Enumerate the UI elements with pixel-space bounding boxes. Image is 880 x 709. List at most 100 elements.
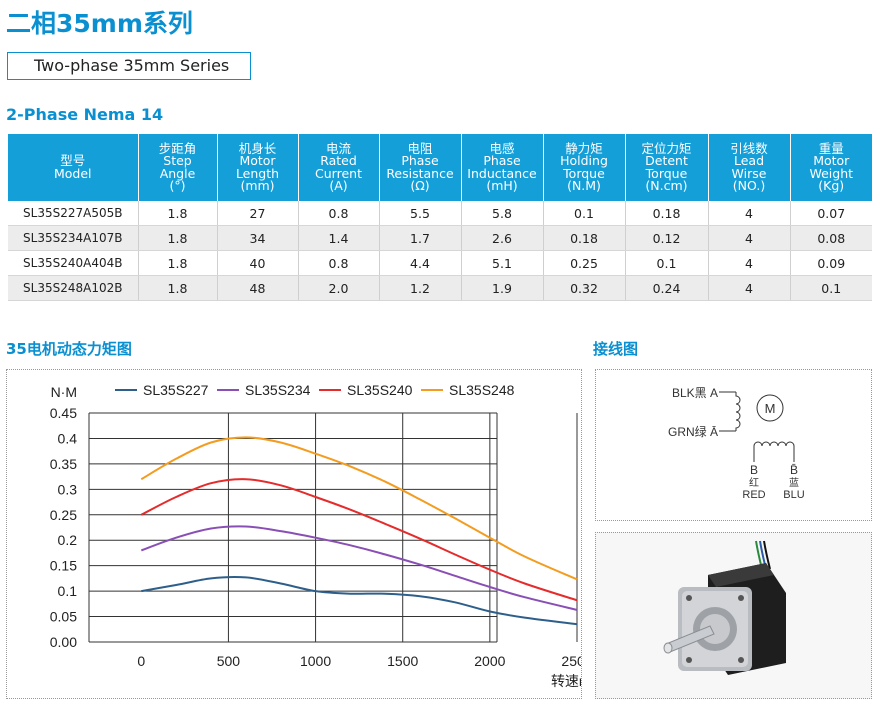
x-tick-label: 500	[217, 653, 241, 669]
table-cell: 5.8	[461, 201, 544, 226]
column-header: 静力矩 Holding Torque (N.M)	[543, 134, 626, 201]
series-subtitle-box: Two-phase 35mm Series	[7, 52, 251, 80]
column-header-cn: 重量	[818, 140, 844, 156]
coil-b-icon	[753, 441, 795, 450]
x-tick-label: 2000	[474, 653, 505, 669]
y-tick-label: 0.45	[50, 405, 77, 421]
table-cell: 4.4	[379, 250, 462, 276]
stepper-motor-photo-icon	[663, 540, 786, 675]
column-header: 电阻 Phase Resistance (Ω)	[379, 134, 462, 201]
y-tick-label: 0.2	[58, 532, 78, 548]
legend-label: SL35S248	[449, 382, 515, 398]
legend-label: SL35S227	[143, 382, 209, 398]
table-cell: 2.0	[298, 275, 380, 301]
column-header-cn: 型号	[60, 153, 86, 168]
y-tick-label: 0.3	[58, 481, 78, 497]
column-header-en: Phase	[401, 153, 439, 168]
wire-grn-label: GRN绿 Ā	[668, 424, 718, 439]
x-tick-label: 0	[137, 653, 145, 669]
table-row: SL35S227A505B 1.8 27 0.8 5.5 5.8 0.1 0.18 4 0.07	[8, 201, 872, 226]
column-header: 引线数 Lead Wirse (NO.)	[708, 134, 791, 201]
coil-a-icon	[735, 392, 741, 431]
column-header-en: Weight	[809, 165, 854, 181]
column-header-en: Wirse	[731, 165, 767, 181]
table-cell: 1.8	[138, 275, 218, 301]
y-axis-label: N·M	[51, 384, 77, 400]
series-line-SL35S227	[141, 575, 578, 626]
column-header-en: Rated	[320, 153, 357, 168]
column-header-en: Motor	[239, 153, 276, 168]
column-header-en: Motor	[813, 153, 850, 168]
column-header: 步距角 Step Angle (°)	[138, 134, 218, 201]
column-header: 电感 Phase Inductance (mH)	[461, 134, 544, 201]
column-header-en: Current	[315, 165, 362, 181]
table-cell: 0.1	[790, 275, 872, 301]
column-header-unit: (°)	[169, 178, 186, 193]
table-cell: 4	[708, 201, 791, 226]
table-cell: 0.07	[790, 201, 872, 226]
column-header-cn: 电感	[489, 140, 515, 156]
table-cell: 0.12	[625, 225, 709, 251]
column-header-cn: 定位力矩	[641, 140, 692, 156]
y-tick-label: 0.35	[50, 456, 77, 472]
column-header-en: Angle	[159, 165, 196, 181]
model-cell: SL35S234A107B	[8, 225, 139, 251]
model-cell: SL35S248A102B	[8, 275, 139, 301]
wiring-diagram-title: 接线图	[593, 340, 639, 358]
x-tick-label: 1000	[300, 653, 331, 669]
x-tick-label: 2500	[561, 653, 581, 669]
series-line-SL35S234	[140, 525, 578, 611]
table-cell: 0.8	[298, 201, 380, 226]
table-cell: 0.24	[625, 275, 709, 301]
column-header-en: Step	[163, 153, 192, 168]
table-cell: 0.08	[790, 225, 872, 251]
wiring-diagram: BLK黑 A GRN绿 Ā M B 红 RED B̄ 蓝 BLU	[668, 386, 805, 501]
column-header-en: Torque	[645, 165, 688, 181]
column-header: 机身长 Motor Length (mm)	[217, 134, 299, 201]
column-header-unit: (mm)	[240, 178, 275, 193]
table-cell: 5.1	[461, 250, 544, 276]
column-header: 型号 Model	[8, 134, 139, 201]
table-cell: 34	[217, 225, 299, 251]
table-body: SL35S227A505B 1.8 27 0.8 5.5 5.8 0.1 0.18 4 0.07 S…	[8, 201, 872, 301]
column-header-en: Model	[53, 165, 92, 181]
column-header-en: Lead	[733, 153, 765, 168]
motor-photo-panel	[595, 532, 872, 699]
wire-bbar-cn: 蓝	[789, 477, 799, 489]
table-cell: 0.8	[298, 250, 380, 276]
legend-label: SL35S234	[245, 382, 311, 398]
table-header-row: 型号 Model 步距角 Step Angle (°) 机身长 Motor Length (mm)…	[8, 134, 872, 201]
column-header-unit: (N.M)	[567, 178, 601, 193]
column-header-en: Inductance	[467, 165, 537, 181]
motor-symbol-icon	[756, 394, 784, 422]
column-header-cn: 电流	[325, 140, 351, 156]
table-cell: 1.9	[461, 275, 544, 301]
column-header-cn: 步距角	[158, 140, 197, 156]
y-tick-label: 0.15	[50, 558, 77, 574]
column-header: 重量 Motor Weight (Kg)	[790, 134, 872, 201]
column-header-unit: (N.cm)	[645, 178, 688, 193]
x-axis-label: 转速rpm	[551, 673, 581, 689]
column-header-en: Resistance	[386, 165, 454, 181]
table-cell: 0.1	[625, 250, 709, 276]
column-header-unit: (mH)	[486, 178, 518, 193]
series-line-SL35S240	[140, 478, 578, 602]
column-header-unit: (A)	[329, 178, 348, 193]
wire-bbar-en: BLU	[783, 489, 804, 501]
table-cell: 0.32	[543, 275, 626, 301]
column-header-cn: 电阻	[407, 140, 433, 156]
wire-blk-label: BLK黑 A	[672, 386, 718, 400]
table-cell: 1.8	[138, 201, 218, 226]
spec-table: 型号 Model 步距角 Step Angle (°) 机身长 Motor Length (mm)…	[8, 134, 872, 301]
series-line-SL35S248	[140, 436, 578, 581]
table-cell: 4	[708, 275, 791, 301]
table-cell: 48	[217, 275, 299, 301]
column-header-unit: (NO.)	[732, 178, 766, 193]
y-tick-label: 0.4	[58, 430, 78, 446]
wire-b-en: RED	[742, 489, 765, 501]
x-tick-label: 1500	[387, 653, 418, 669]
model-cell: SL35S227A505B	[8, 201, 139, 226]
column-header: 定位力矩 Detent Torque (N.cm)	[625, 134, 709, 201]
table-cell: 1.4	[298, 225, 380, 251]
table-row: SL35S248A102B 1.8 48 2.0 1.2 1.9 0.32 0.24 4 0.1	[8, 275, 872, 301]
